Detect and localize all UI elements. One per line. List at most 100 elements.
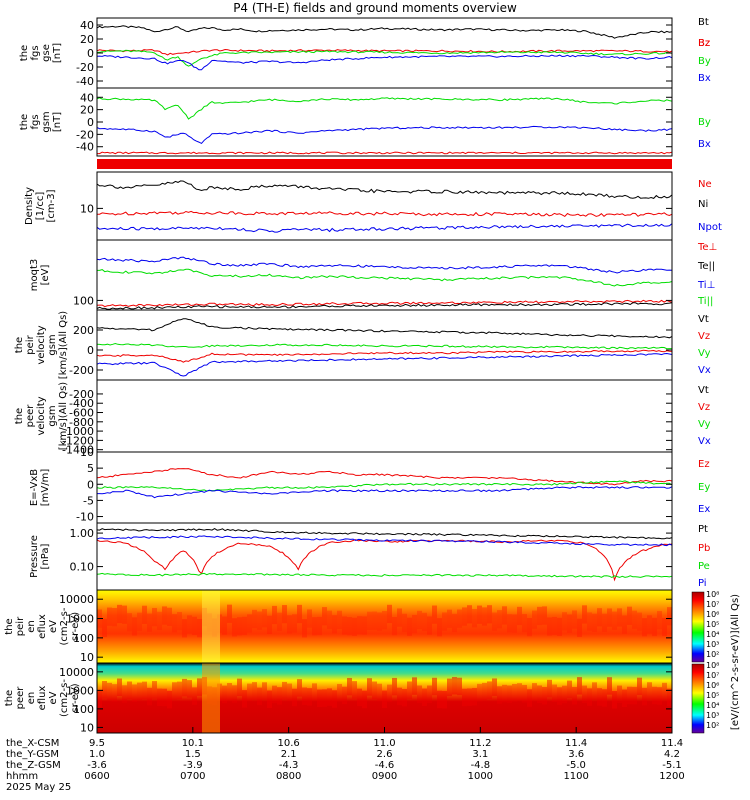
spectrogram-cell [407, 617, 412, 636]
y-tick-label: 0 [87, 116, 94, 129]
spectrogram-cell [487, 605, 492, 624]
legend-entry-Vt: Vt [698, 385, 709, 396]
x-tick-label: 1.0 [89, 749, 105, 760]
spectrogram-cell [222, 685, 227, 704]
spectrogram-cell [547, 679, 552, 698]
spectrogram-cell [597, 608, 602, 627]
spectrogram-cell [182, 619, 187, 638]
spectrogram-cell [642, 687, 647, 706]
spectrogram-cell [312, 683, 317, 701]
colorbar-tick: 10⁷ [706, 671, 719, 680]
spectrogram-cell [427, 685, 432, 703]
spectrogram-cell [252, 682, 257, 700]
y-axis-label: velocity [36, 325, 47, 364]
series-line-Vt [96, 318, 673, 339]
series-line-Ey [96, 480, 673, 492]
x-axis: the_X-CSM 9.5 10.1 10.6 11.0 11.2 11.4 11.4 the_… [6, 727, 685, 793]
y-axis-label: sr-eV) [70, 612, 81, 641]
colorbar-tick: 10³ [706, 640, 719, 649]
y-axis-label: the [4, 690, 15, 706]
y-tick-label: 1000 [66, 613, 94, 626]
spectrogram-cell [492, 612, 497, 631]
spectrogram-cell [437, 690, 442, 709]
y-tick-label: 100 [73, 294, 94, 307]
spectrogram-cell [352, 681, 357, 699]
legend-entry-Ti||: Ti|| [697, 296, 713, 307]
spectrogram-cell [412, 677, 417, 695]
spectrogram-cell [607, 608, 612, 627]
spectrogram-cell [112, 684, 117, 702]
y-axis-label: (cm2-s- [59, 679, 70, 717]
legend-entry-Ey: Ey [698, 482, 710, 493]
spectrogram-cell [382, 690, 387, 709]
series-line-Pe [96, 572, 673, 578]
colorbar-upper [691, 591, 705, 663]
colorbar-tick: 10⁸ [706, 590, 719, 599]
spectrogram-cell [267, 615, 272, 634]
y-tick-label: -20 [76, 61, 94, 74]
spectrogram-cell [377, 612, 382, 631]
y-axis-label: gsm [41, 111, 52, 132]
y-axis-label: peir [25, 334, 36, 354]
spectrogram-cell [342, 616, 347, 635]
spectrogram-cell [222, 616, 227, 635]
spectrogram-cell [382, 610, 387, 630]
spectrogram-cell [362, 690, 367, 709]
spectrogram-cell [622, 615, 627, 634]
spectrogram-cell [122, 605, 127, 624]
x-tick-label: 2.6 [377, 749, 393, 760]
series-line-Ne [96, 210, 673, 218]
spectrogram-cell [322, 607, 327, 626]
x-row-label: the_X-CSM [6, 738, 59, 749]
spectrogram-cell [632, 610, 637, 629]
y-tick-label: -40 [76, 141, 94, 154]
spectrogram-cell [502, 606, 507, 625]
spectrogram-cell [197, 619, 202, 638]
spectrogram-cell [497, 610, 502, 629]
colorbar-tick: 10⁸ [706, 661, 719, 670]
y-tick-label: 0 [87, 478, 94, 491]
legend-entry-Ez: Ez [698, 459, 710, 470]
y-tick-label: 10000 [59, 593, 94, 606]
spectrogram-cell [297, 679, 302, 697]
x-tick-label: 1000 [468, 771, 493, 782]
spectrogram-cell [452, 677, 457, 695]
x-tick-label: 3.1 [472, 749, 488, 760]
y-axis-label: eV [48, 620, 59, 633]
spectrogram-cell [372, 611, 377, 630]
series-line-Bz [96, 48, 673, 56]
spectrogram-cell [287, 683, 292, 702]
legend-entry-Ti⊥: Ti⊥ [697, 280, 715, 291]
y-tick-label: -1000 [62, 425, 94, 438]
spectrogram-cell [492, 678, 497, 696]
y-axis-label: moqt3 [29, 259, 40, 292]
spectrogram-cell [477, 605, 482, 624]
x-tick-label: 11.4 [661, 738, 683, 749]
x-tick-label: -4.6 [375, 760, 395, 771]
spectrogram-cell [372, 681, 377, 700]
spectrogram-cell [512, 614, 517, 633]
spectrogram-cell [457, 677, 462, 696]
spectrogram-cell [542, 606, 547, 625]
spectrogram-cell [287, 615, 292, 634]
colorbar-tick: 10⁴ [706, 701, 719, 710]
spectrogram-cell [612, 611, 617, 630]
panel-efield: 10 5 0 -5 -10 E=-VxB [mV/m] Ez Ey Ex [29, 446, 710, 524]
y-tick-label: -1400 [62, 444, 94, 457]
spectrogram-cell [332, 615, 337, 634]
spectrogram-cell [367, 611, 372, 630]
spectrogram-cell [577, 618, 582, 637]
spectrogram-cell [292, 614, 297, 633]
spectrogram-cell [402, 613, 407, 633]
series-line-Pb [96, 539, 673, 582]
spectrogram-cell [157, 611, 162, 631]
legend-entry-Ni: Ni [698, 199, 708, 210]
spectrogram-cell [402, 688, 407, 707]
spectrogram-cell [337, 610, 342, 629]
x-tick-label: 1.5 [185, 749, 201, 760]
spectrogram-cell [532, 610, 537, 629]
spectrogram-cell [102, 618, 107, 638]
spectrogram-cell [467, 605, 472, 624]
spectrogram-cell [522, 614, 527, 633]
series-line-Te⊥ [96, 299, 673, 308]
